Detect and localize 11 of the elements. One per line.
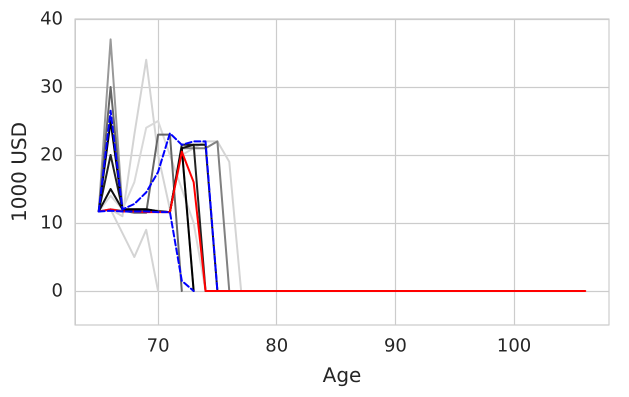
x-axis-title: Age: [322, 363, 362, 387]
y-tick-label: 40: [40, 8, 63, 30]
y-tick-label: 10: [40, 212, 63, 234]
y-axis-title: 1000 USD: [7, 122, 31, 222]
x-tick-label: 90: [384, 336, 407, 356]
x-tick-label: 80: [265, 336, 288, 356]
y-tick-label: 20: [40, 144, 63, 166]
x-tick-label: 100: [496, 336, 532, 356]
x-tick-label: 70: [146, 336, 170, 356]
y-tick-label: 30: [40, 76, 63, 98]
y-tick-label: 0: [52, 280, 63, 302]
